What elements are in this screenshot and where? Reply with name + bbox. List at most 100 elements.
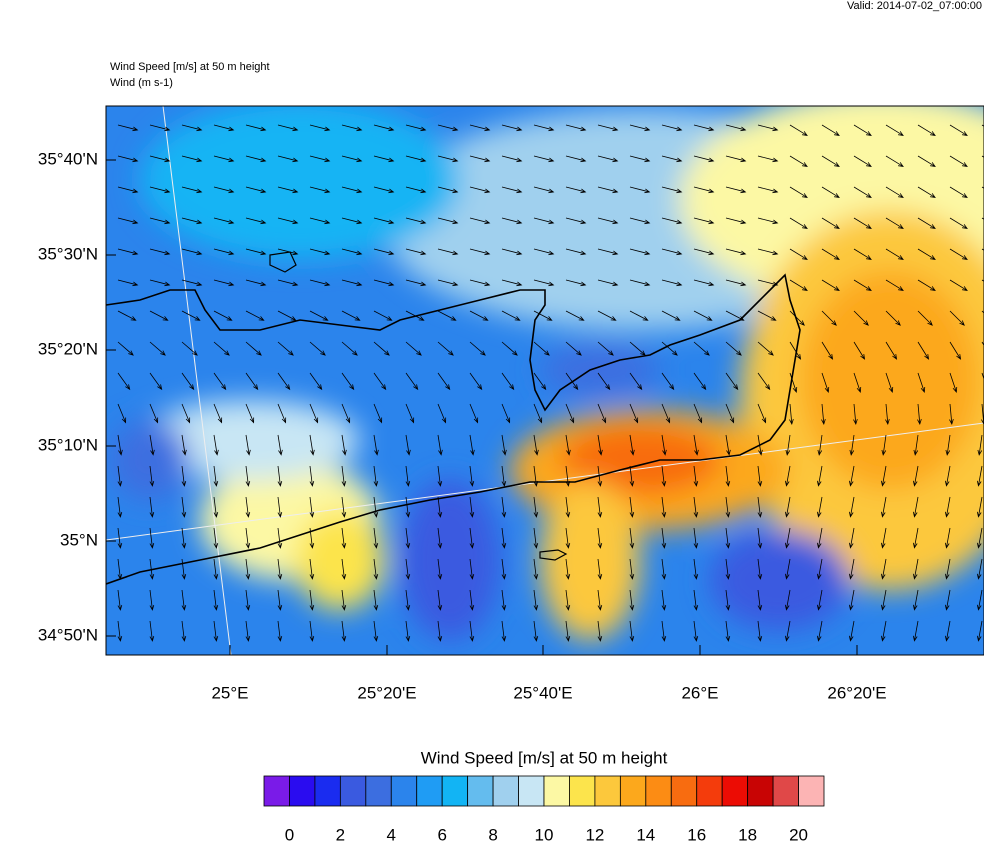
wind-arrow <box>277 155 299 163</box>
wind-arrow <box>821 341 834 360</box>
wind-arrow <box>117 279 139 287</box>
wind-arrow <box>565 124 587 132</box>
wind-arrow <box>944 465 951 487</box>
wind-arrow <box>437 372 451 391</box>
colorbar-swatch <box>441 775 469 807</box>
wind-arrow <box>277 403 287 424</box>
wind-arrow <box>245 620 251 642</box>
colorbar-swatch <box>798 775 825 807</box>
wind-arrow <box>821 186 840 198</box>
wind-arrow <box>469 310 489 321</box>
wind-arrow <box>912 496 919 518</box>
wind-arrow <box>661 124 683 132</box>
wind-arrow <box>501 155 523 163</box>
wind-arrow <box>693 217 715 225</box>
wind-arrow <box>245 310 265 321</box>
colorbar-swatch <box>543 775 570 807</box>
wind-arrow <box>944 527 951 549</box>
wind-arrow <box>629 217 651 225</box>
wind-arrow <box>277 527 283 549</box>
wind-arrow <box>309 248 331 256</box>
wind-arrow <box>405 434 411 456</box>
wind-arrow <box>725 434 731 456</box>
wind-arrow <box>661 341 678 356</box>
wind-arrow <box>693 341 710 356</box>
wind-arrow <box>149 124 171 132</box>
wind-arrow <box>885 217 904 229</box>
wind-arrow <box>565 589 571 611</box>
colorbar-swatch <box>645 775 672 807</box>
wind-arrow <box>885 279 904 291</box>
wind-arrow <box>821 124 840 136</box>
wind-arrow <box>661 310 681 321</box>
wind-arrow <box>981 372 984 381</box>
wind-arrow <box>784 496 791 518</box>
wind-arrow <box>757 248 779 256</box>
wind-arrow <box>213 310 233 321</box>
wind-arrow <box>629 248 651 256</box>
wind-arrow <box>885 403 890 425</box>
wind-arrow <box>533 217 555 225</box>
wind-arrow <box>213 124 235 132</box>
wind-arrow <box>277 279 299 287</box>
wind-arrow <box>917 403 922 425</box>
wind-arrow <box>757 279 779 287</box>
wind-arrow <box>469 589 475 611</box>
wind-arrow <box>816 589 823 611</box>
wind-arrow <box>880 589 887 611</box>
wind-arrow <box>693 372 707 391</box>
wind-arrow <box>725 124 747 132</box>
wind-arrow <box>181 155 203 163</box>
wind-arrow <box>469 155 491 163</box>
wind-arrow <box>181 248 203 256</box>
wind-arrow <box>181 558 187 580</box>
wind-arrow <box>757 217 779 225</box>
colorbar-swatch <box>492 775 519 807</box>
wind-arrow <box>245 589 251 611</box>
wind-arrow <box>853 279 872 291</box>
wind-arrow <box>757 496 763 518</box>
wind-arrow <box>821 155 840 167</box>
wind-arrow <box>373 527 379 549</box>
wind-arrow <box>277 589 283 611</box>
wind-arrow <box>821 310 837 326</box>
wind-arrow <box>373 217 395 225</box>
wind-arrow <box>597 124 619 132</box>
wind-arrow <box>437 620 443 642</box>
wind-arrow <box>693 124 715 132</box>
wind-arrow <box>469 279 491 287</box>
wind-arrow <box>881 434 887 456</box>
colorbar-tick-label: 18 <box>738 825 757 844</box>
wind-arrow <box>277 186 299 194</box>
colorbar-tick-label: 2 <box>336 825 345 844</box>
wind-arrow <box>785 434 791 456</box>
wind-arrow <box>245 434 251 456</box>
wind-arrow <box>373 496 379 518</box>
wind-arrow <box>245 496 251 518</box>
wind-arrow <box>784 465 791 487</box>
wind-arrow <box>629 496 635 518</box>
wind-arrow <box>757 558 763 580</box>
wind-arrow <box>405 155 427 163</box>
wind-arrow <box>277 124 299 132</box>
wind-arrow <box>629 155 651 163</box>
wind-arrow <box>501 620 507 642</box>
wind-arrow <box>181 186 203 194</box>
wind-arrow <box>501 372 515 391</box>
wind-arrow <box>757 155 779 163</box>
wind-arrow <box>885 248 904 260</box>
wind-arrow <box>789 124 808 136</box>
wind-arrow <box>181 403 191 424</box>
lat-label: 35°20'N <box>38 339 98 358</box>
wind-arrow <box>149 496 155 518</box>
wind-arrow <box>725 248 747 256</box>
lon-label: 26°20'E <box>827 683 886 702</box>
wind-arrow <box>853 341 866 360</box>
wind-arrow <box>501 341 518 356</box>
wind-arrow <box>565 186 587 194</box>
wind-arrow <box>533 248 555 256</box>
wind-arrow <box>821 372 830 393</box>
wind-arrow <box>373 434 379 456</box>
colorbar-tick-label: 8 <box>488 825 497 844</box>
wind-arrow <box>501 465 507 487</box>
